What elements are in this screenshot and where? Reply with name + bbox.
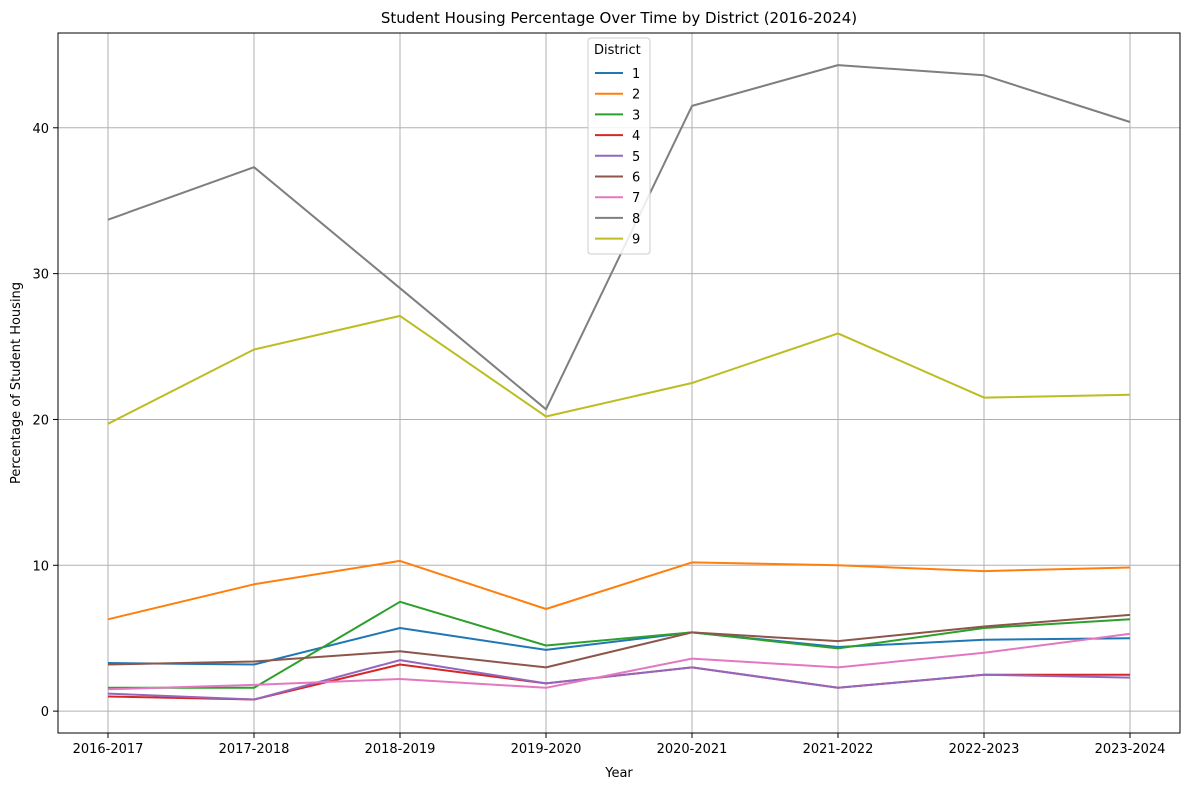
legend-item-district-4[interactable]: 4 [595, 129, 640, 144]
y-tick-label: 20 [32, 413, 49, 428]
x-tick-label: 2017-2018 [219, 742, 290, 757]
series-line-district-8 [107, 64, 1131, 411]
axis-ticks: 2016-2017 2017-2018 2018-2019 2019-2020 2020… [32, 122, 1165, 757]
series-line-district-3 [108, 600, 1131, 689]
chart-title: Student Housing Percentage Over Time by … [381, 9, 857, 27]
legend-label: 3 [632, 108, 640, 123]
x-tick-label: 2016-2017 [73, 742, 144, 757]
legend-label: 7 [632, 191, 640, 206]
legend-box [587, 37, 651, 255]
x-tick-label: 2019-2020 [511, 742, 582, 757]
y-tick-label: 0 [41, 705, 49, 720]
legend-item-district-9[interactable]: 9 [595, 233, 640, 248]
legend[interactable]: District 1 2 3 4 5 6 7 8 9 [587, 37, 651, 255]
legend-label: 2 [632, 88, 640, 103]
x-axis-label: Year [604, 766, 633, 781]
legend-items: 1 2 3 4 5 6 7 8 9 [595, 67, 640, 248]
x-tick-label: 2022-2023 [949, 742, 1020, 757]
x-tick-label: 2018-2019 [365, 742, 436, 757]
legend-label: 8 [632, 212, 640, 227]
legend-item-district-1[interactable]: 1 [595, 67, 640, 82]
series-line-district-5 [107, 659, 1131, 701]
legend-label: 9 [632, 233, 640, 248]
legend-item-district-6[interactable]: 6 [595, 171, 640, 186]
series-line-district-4 [107, 663, 1130, 701]
series-line-district-2 [107, 559, 1131, 621]
x-tick-label: 2023-2024 [1095, 742, 1166, 757]
y-axis-label: Percentage of Student Housing [9, 282, 24, 484]
legend-label: 4 [632, 129, 640, 144]
series-line-district-1 [107, 627, 1131, 666]
series-lines [107, 64, 1131, 701]
legend-label: 6 [632, 171, 640, 186]
x-tick-label: 2021-2022 [803, 742, 874, 757]
x-tick-label: 2020-2021 [657, 742, 728, 757]
legend-item-district-7[interactable]: 7 [595, 191, 640, 206]
legend-label: 5 [632, 150, 640, 165]
legend-item-district-8[interactable]: 8 [595, 212, 640, 227]
y-tick-label: 30 [32, 268, 49, 283]
series-line-district-7 [107, 632, 1131, 691]
legend-item-district-3[interactable]: 3 [595, 108, 640, 123]
legend-item-district-2[interactable]: 2 [595, 88, 640, 103]
y-tick-label: 10 [32, 559, 49, 574]
series-line-district-6 [107, 613, 1131, 669]
legend-title: District [594, 43, 641, 58]
legend-label: 1 [632, 67, 640, 82]
legend-item-district-5[interactable]: 5 [595, 150, 640, 165]
series-line-district-9 [107, 314, 1131, 425]
plot-frame [57, 32, 1181, 734]
y-tick-label: 40 [32, 122, 49, 137]
